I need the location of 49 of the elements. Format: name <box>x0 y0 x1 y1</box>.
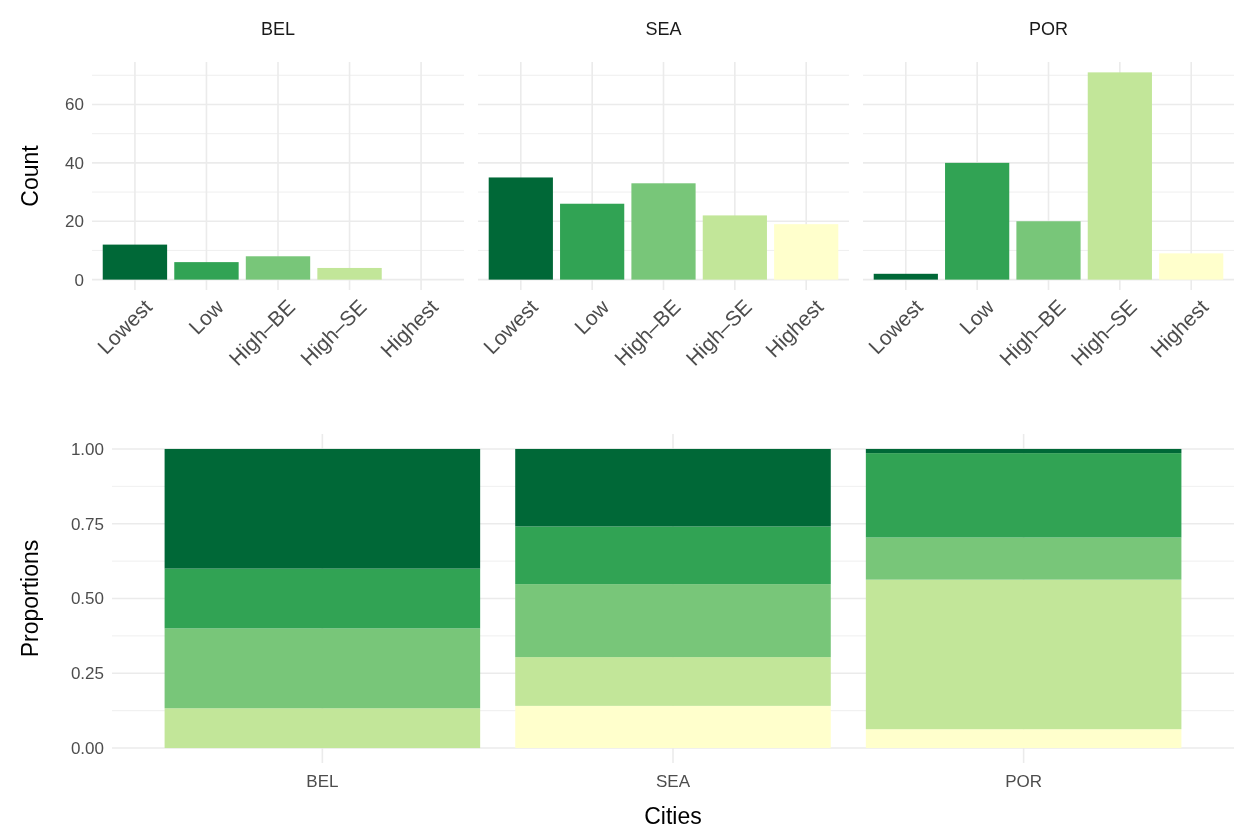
bar <box>164 448 481 569</box>
bar <box>488 177 553 280</box>
bar <box>865 448 1182 454</box>
x-tick-label: BEL <box>306 772 339 791</box>
x-axis-title: Cities <box>644 803 702 829</box>
bar <box>865 453 1182 538</box>
bar <box>164 708 481 749</box>
bar <box>865 537 1182 580</box>
chart-title: POR <box>1028 19 1069 39</box>
y-tick-label: 20 <box>65 212 84 232</box>
y-tick-label: 0 <box>74 270 84 290</box>
x-tick-label: Low <box>184 294 229 339</box>
bar <box>515 705 831 749</box>
bar <box>164 628 481 709</box>
bar <box>1159 253 1224 280</box>
bar <box>873 273 938 280</box>
y-axis-title: Proportions <box>17 539 43 658</box>
bar <box>865 729 1182 749</box>
x-tick-label: Low <box>569 294 614 339</box>
bar <box>174 262 239 280</box>
x-tick-label: SEA <box>655 772 691 791</box>
bar <box>1016 221 1081 280</box>
bar <box>865 579 1182 730</box>
y-tick-label: 60 <box>65 95 84 115</box>
bar <box>945 162 1010 280</box>
bar <box>774 224 839 280</box>
bar <box>317 267 382 280</box>
bar <box>560 203 625 280</box>
y-tick-label: 0.50 <box>70 589 104 609</box>
y-tick-label: 0.00 <box>70 739 104 758</box>
y-tick-label: 0.25 <box>70 664 104 684</box>
y-axis-title: Count <box>17 144 43 207</box>
chart-title: SEA <box>645 19 682 39</box>
chart-title: BEL <box>260 19 296 39</box>
bar <box>515 526 831 585</box>
bar <box>515 657 831 706</box>
bar <box>164 568 481 629</box>
bar <box>102 244 168 280</box>
bar <box>702 215 767 280</box>
y-tick-label: 0.75 <box>70 514 104 534</box>
bar <box>245 256 311 280</box>
bar <box>631 183 696 280</box>
y-tick-label: 1.00 <box>70 439 104 459</box>
y-tick-label: 40 <box>65 153 84 173</box>
bar <box>1087 72 1152 280</box>
x-tick-label: Low <box>954 294 999 339</box>
x-tick-label: POR <box>1005 772 1043 791</box>
bar <box>515 448 831 527</box>
bar <box>515 584 831 658</box>
